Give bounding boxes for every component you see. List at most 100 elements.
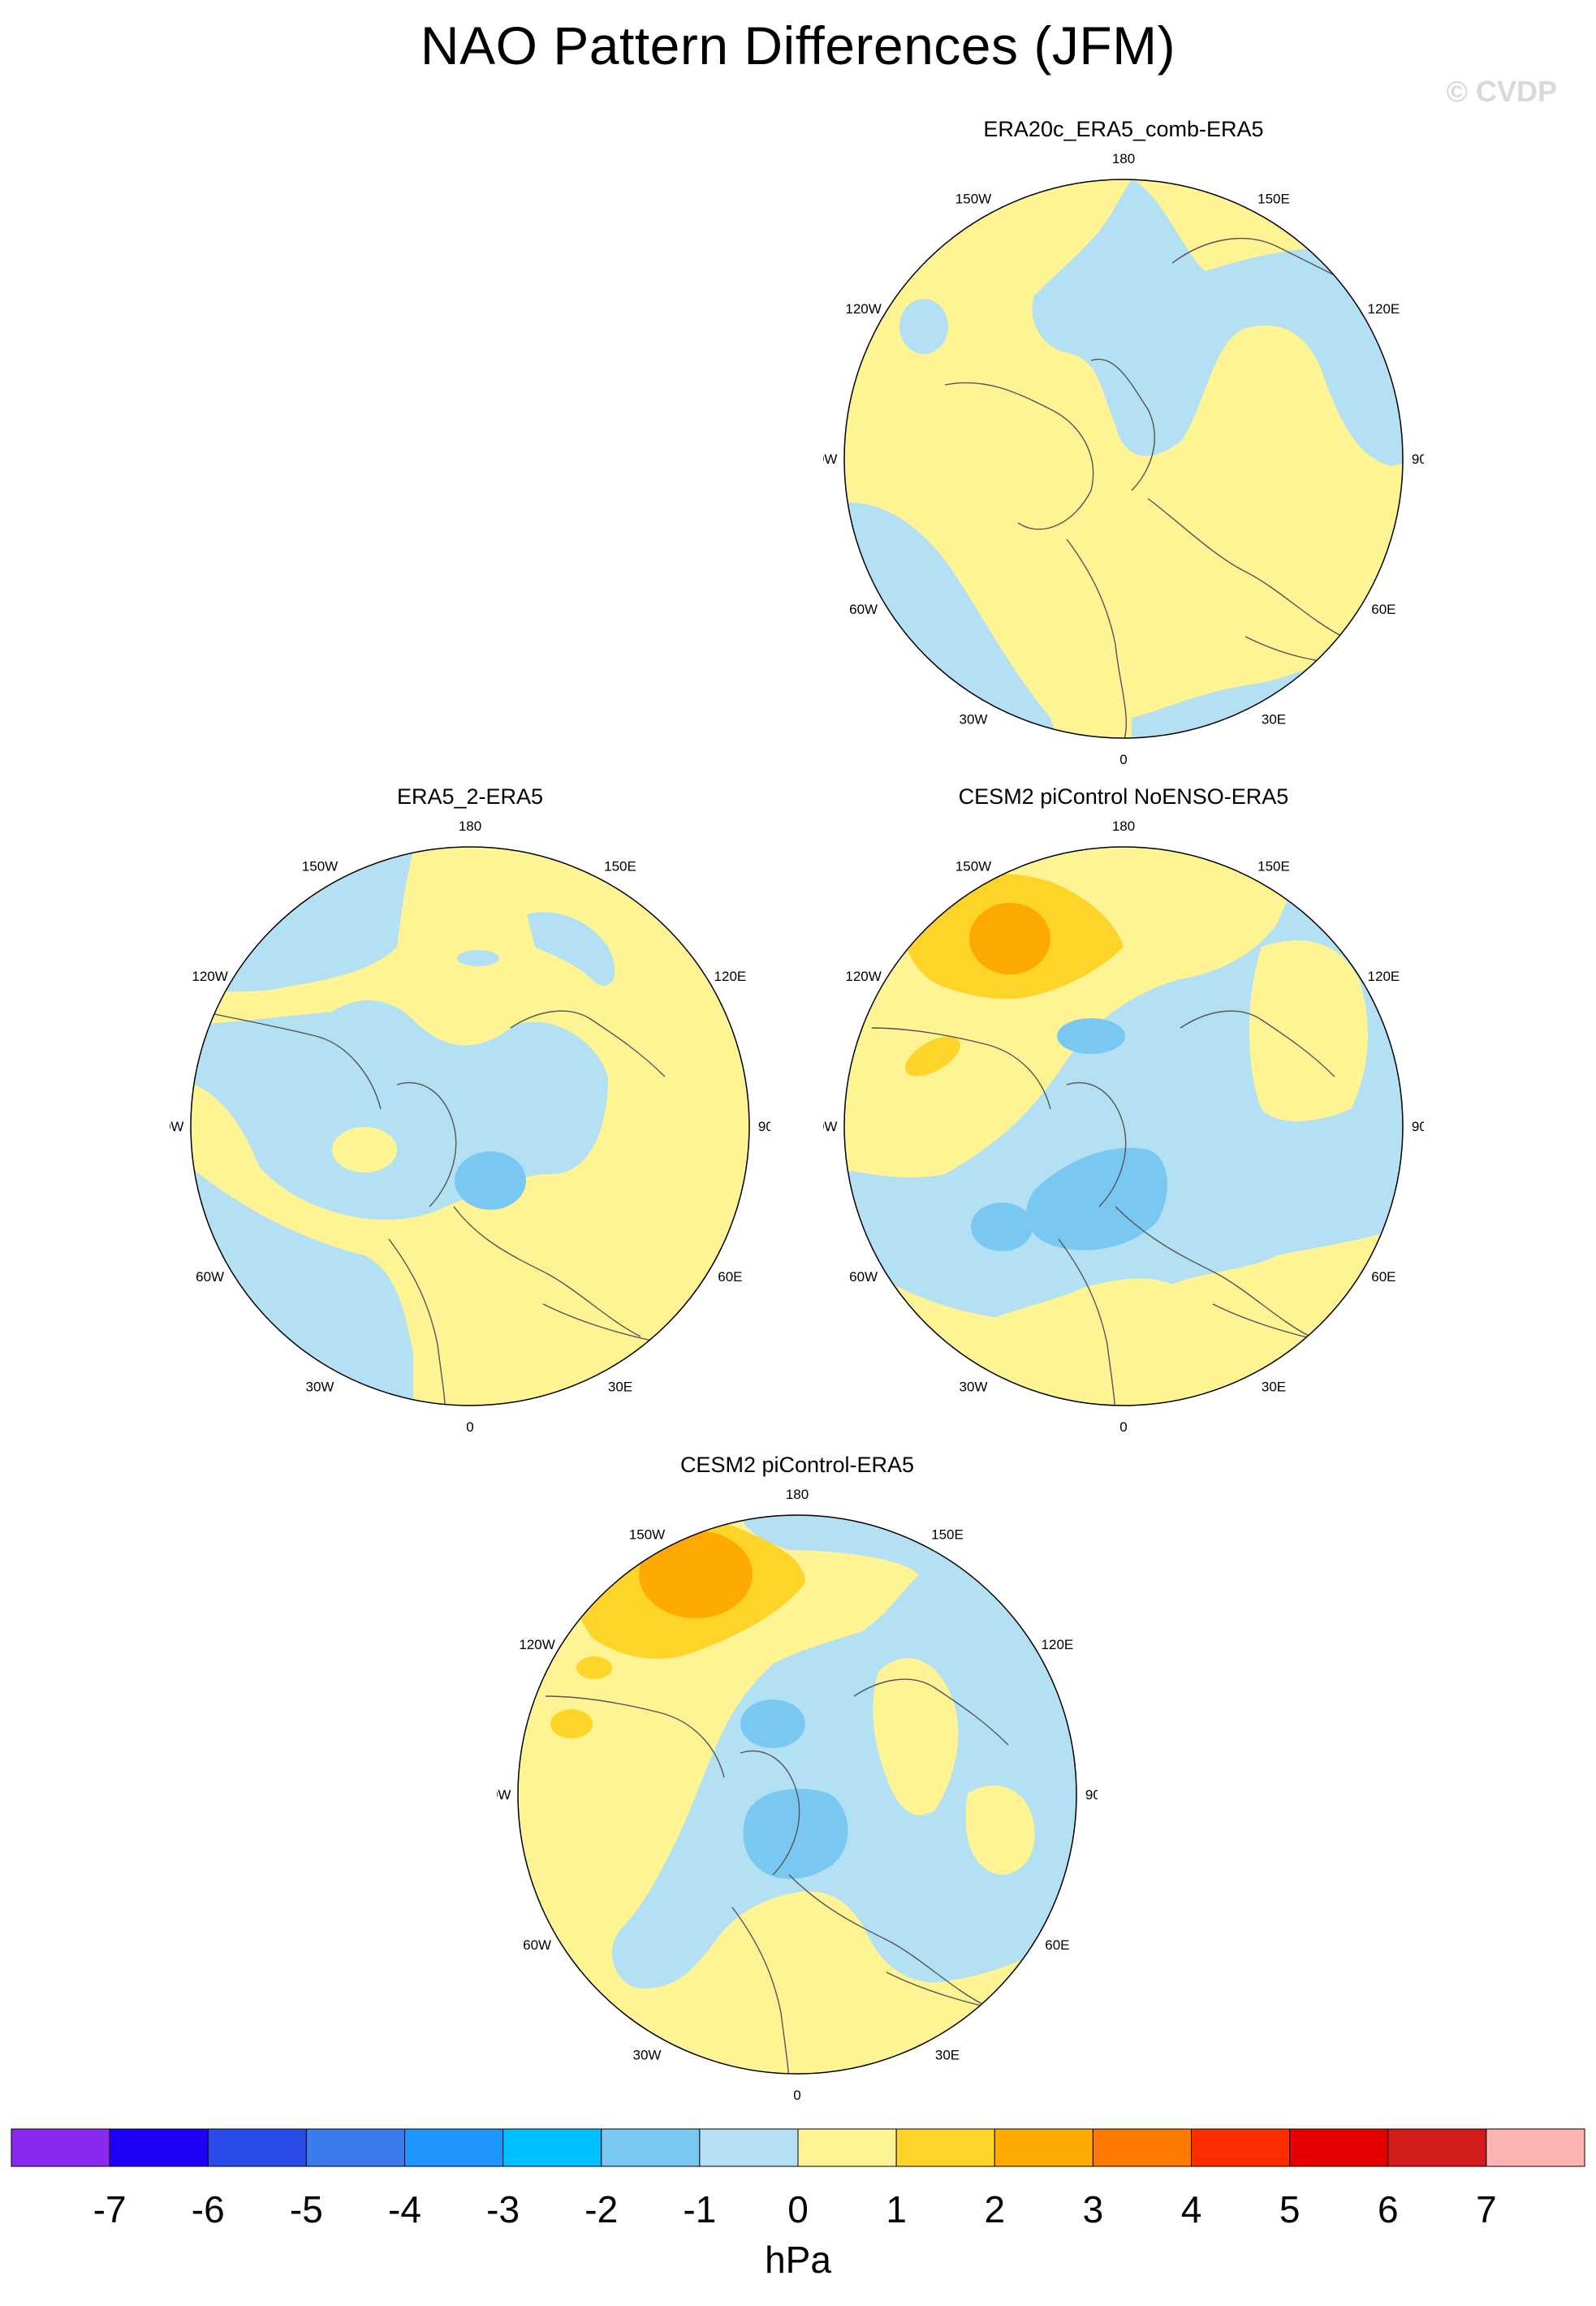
longitude-label: 150W [302,859,338,874]
polar-map: 180 150E 120E 90E 60E 30E 0 30W 60W 90W 120W 150W [823,818,1424,1434]
longitude-label: 150E [1257,859,1290,874]
colorbar-tick-label: -4 [388,2188,421,2230]
longitude-label: 180 [1112,151,1135,166]
colorbar-units: hPa [765,2239,831,2281]
map-border [843,846,1404,1406]
contour-fill [844,847,1403,1406]
colorbar-tick-label: 0 [787,2188,809,2230]
longitude-label: 120E [1368,969,1400,984]
longitude-label: 120W [192,969,227,984]
watermark: © CVDP [1446,75,1557,108]
panel-title: ERA5_2-ERA5 [396,784,544,809]
longitude-label: 150W [955,192,991,207]
contour-fill [191,847,749,1406]
longitude-label: 0 [1119,752,1127,767]
panel-title: ERA20c_ERA5_comb-ERA5 [983,117,1264,141]
longitude-label: 30E [608,1379,632,1394]
colorbar-box [699,2128,799,2167]
colorbar-tick-label: -7 [93,2188,127,2230]
colorbar-box [1092,2128,1193,2167]
colorbar-box [1191,2128,1291,2167]
longitude-label: 150E [931,1527,964,1543]
contour-fill [844,179,1403,738]
longitude-label: 150W [955,859,991,874]
longitude-label: 30E [1262,1379,1286,1394]
colorbar-tick-label: 7 [1476,2188,1497,2230]
longitude-label: 150W [629,1527,665,1543]
longitude-label: 60W [523,1937,551,1953]
colorbar-box [11,2128,110,2167]
longitude-label: 90E [1412,1119,1424,1134]
longitude-label: 30W [306,1379,334,1394]
longitude-label: 120E [1042,1637,1074,1652]
colorbar-box [207,2128,307,2167]
longitude-label: 30W [633,2047,662,2062]
longitude-label: 120E [1368,301,1400,317]
longitude-label: 90W [823,1119,837,1134]
colorbar-tick-label: -5 [289,2188,323,2230]
map-border [190,846,750,1406]
longitude-label: 30W [960,711,988,727]
longitude-label: 30E [1262,711,1286,727]
colorbar-tick-label: -3 [486,2188,520,2230]
longitude-label: 180 [1112,818,1135,834]
longitude-label: 90E [1085,1787,1098,1803]
colorbar-tick-label: 3 [1082,2188,1104,2230]
longitude-label: 120W [845,969,881,984]
polar-map: 180 150E 120E 90E 60E 30E 0 30W 60W 90W 120W 150W [497,1487,1098,2102]
longitude-label: 30W [960,1379,988,1394]
longitude-label: 90E [1412,451,1424,467]
longitude-label: 60W [849,1269,878,1285]
colorbar-box [1387,2128,1487,2167]
polar-map: 180 150E 120E 90E 60E 30E 0 30W 60W 90W 120W 150W [170,818,770,1434]
longitude-labels: 180 150E 120E 90E 60E 30E 0 30W 60W 90W 120W 150W [497,1487,1098,2102]
longitude-label: 60E [1371,602,1395,617]
longitude-labels: 180 150E 120E 90E 60E 30E 0 30W 60W 90W 120W 150W [823,151,1424,767]
colorbar-box [797,2128,897,2167]
longitude-label: 150E [1257,192,1290,207]
longitude-label: 120W [519,1637,554,1652]
colorbar-box [404,2128,504,2167]
longitude-label: 90W [170,1119,183,1134]
map-panel-era20c: ERA20c_ERA5_comb-ERA5 180 150E 120E 90E 60E 3… [823,117,1424,767]
longitude-label: 0 [1119,1419,1127,1434]
colorbar-tick-label: -1 [683,2188,717,2230]
panel-title: CESM2 piControl NoENSO-ERA5 [958,784,1289,809]
colorbar-box [109,2128,209,2167]
panel-title: CESM2 piControl-ERA5 [679,1453,915,1477]
colorbar-box [503,2128,602,2167]
map-panel-cesm2: CESM2 piControl-ERA5 18 [497,1453,1098,2102]
colorbar-box [1486,2128,1585,2167]
longitude-label: 0 [793,2088,800,2102]
map-panel-era5-2: ERA5_2-ERA5 180150E120E90E60E3 [170,784,770,1434]
longitude-label: 60E [1371,1269,1395,1285]
colorbar-tick-label: 5 [1279,2188,1301,2230]
longitude-label: 180 [459,818,481,834]
contour-fill [518,1515,1076,2074]
colorbar-boxes [11,2128,1585,2167]
colorbar-box [895,2128,995,2167]
longitude-label: 180 [786,1487,809,1502]
longitude-labels: 180 150E 120E 90E 60E 30E 0 30W 60W 90W 120W 150W [170,818,770,1434]
colorbar-box [601,2128,701,2167]
longitude-label: 60W [196,1269,224,1285]
map-panel-cesm2-noenso: CESM2 piControl NoENSO-ERA5 [823,784,1424,1434]
longitude-label: 150E [604,859,636,874]
polar-map: 180 150E 120E 90E 60E 30E 0 30W 60W 90W 120W 150W [823,151,1424,767]
map-border [517,1514,1077,2075]
longitude-labels: 180 150E 120E 90E 60E 30E 0 30W 60W 90W 120W 150W [823,818,1424,1434]
longitude-label: 60E [718,1269,742,1285]
longitude-label: 0 [466,1419,473,1434]
colorbar-box [305,2128,406,2167]
coastlines [201,1010,674,1406]
longitude-label: 90W [823,451,837,467]
longitude-label: 120W [845,301,881,317]
map-border [843,179,1404,739]
colorbar-tick-label: 4 [1180,2188,1202,2230]
colorbar-box [994,2128,1093,2167]
colorbar-tick-label: 6 [1377,2188,1399,2230]
longitude-label: 90W [497,1787,511,1803]
colorbar-tick-label: 2 [984,2188,1006,2230]
colorbar-box [1289,2128,1389,2167]
longitude-label: 30E [935,2047,960,2062]
